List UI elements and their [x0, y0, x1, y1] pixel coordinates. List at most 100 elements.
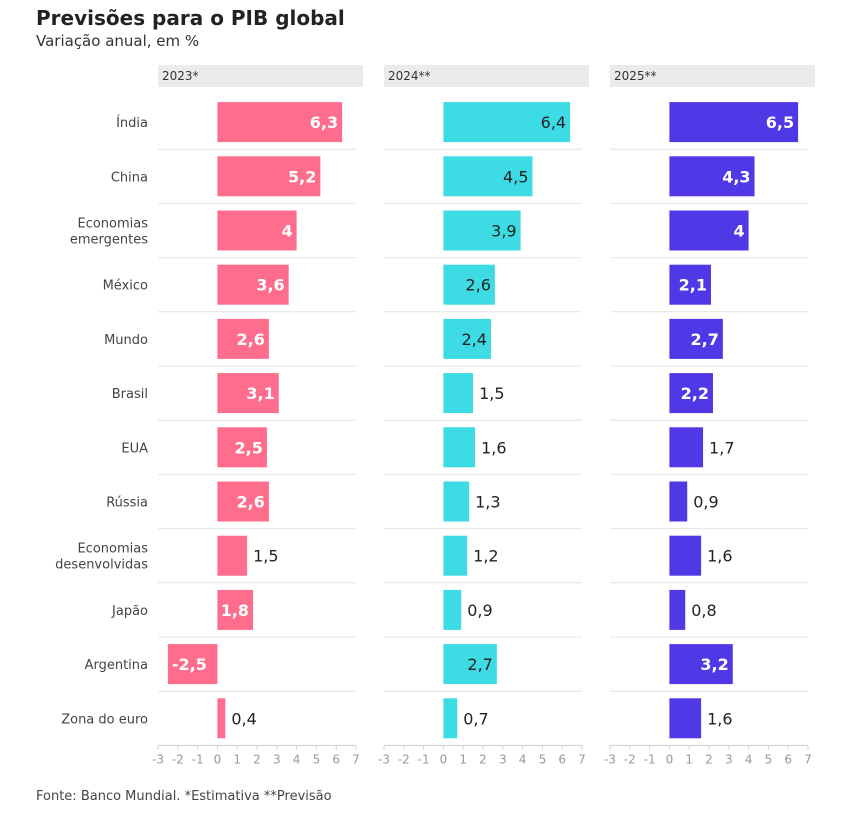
category-label: Economias: [77, 542, 148, 557]
data-label: 2,7: [691, 330, 719, 349]
bar: [443, 264, 495, 305]
x-tick-label: 3: [499, 752, 507, 766]
x-tick-label: 6: [784, 752, 792, 766]
data-label: 3,2: [700, 655, 728, 674]
x-tick-label: 1: [233, 752, 241, 766]
x-tick-label: 1: [459, 752, 467, 766]
chart-subtitle: Variação anual, em %: [36, 32, 200, 50]
bar: [217, 264, 289, 305]
x-tick-label: 0: [666, 752, 674, 766]
bar: [669, 264, 711, 305]
bar: [669, 589, 686, 630]
category-label: China: [111, 170, 148, 185]
bar: [443, 481, 470, 522]
facet-label: 2023*: [162, 69, 199, 83]
data-label: 1,6: [707, 547, 732, 566]
facet-label: 2024**: [388, 69, 431, 83]
data-label: 2,7: [467, 655, 492, 674]
bar: [443, 644, 497, 685]
x-tick-label: 2: [705, 752, 713, 766]
bar: [669, 102, 799, 143]
x-tick-label: -1: [644, 752, 656, 766]
data-label: 0,9: [693, 493, 718, 512]
bar: [669, 427, 704, 468]
x-tick-label: 2: [253, 752, 261, 766]
x-tick-label: -2: [398, 752, 410, 766]
data-label: 1,3: [475, 493, 500, 512]
data-label: 2,4: [461, 330, 486, 349]
category-label: desenvolvidas: [55, 558, 148, 573]
data-label: 4,3: [722, 167, 750, 186]
data-label: 6,4: [541, 113, 566, 132]
bar: [443, 318, 491, 359]
data-label: 1,2: [473, 547, 498, 566]
bar: [443, 427, 476, 468]
bar: [669, 210, 749, 251]
bar: [217, 589, 254, 630]
bar: [217, 698, 226, 739]
x-tick-label: 4: [745, 752, 753, 766]
facet-strip: [384, 65, 589, 87]
bar: [217, 318, 269, 359]
category-label: Rússia: [106, 496, 148, 511]
chart-title: Previsões para o PIB global: [36, 6, 345, 30]
data-label: 4,5: [503, 167, 528, 186]
category-label: México: [103, 279, 148, 294]
data-label: 2,6: [237, 330, 265, 349]
bar: [217, 102, 343, 143]
x-tick-label: 2: [479, 752, 487, 766]
bar: [443, 535, 468, 576]
category-label: EUA: [121, 441, 148, 456]
x-tick-label: -3: [604, 752, 616, 766]
category-label: Japão: [111, 604, 148, 619]
data-label: 0,9: [467, 601, 492, 620]
data-label: 2,6: [237, 493, 265, 512]
data-label: 1,6: [707, 709, 732, 728]
x-tick-label: 5: [539, 752, 547, 766]
bar: [217, 210, 297, 251]
x-tick-label: 4: [519, 752, 527, 766]
data-label: 3,1: [246, 384, 274, 403]
bar: [167, 644, 218, 685]
bar: [669, 698, 702, 739]
source-note: Fonte: Banco Mundial. *Estimativa **Prev…: [36, 789, 332, 804]
category-label: Economias: [77, 217, 148, 232]
facet-strip: [158, 65, 363, 87]
data-label: 1,6: [481, 438, 506, 457]
bar: [443, 373, 474, 414]
bar: [217, 535, 248, 576]
data-label: -2,5: [172, 655, 207, 674]
x-tick-label: 6: [558, 752, 566, 766]
bar: [669, 156, 755, 197]
x-tick-label: 1: [685, 752, 693, 766]
category-label: Mundo: [104, 333, 148, 348]
data-label: 4: [281, 222, 292, 241]
data-label: 5,2: [288, 167, 316, 186]
category-label: Brasil: [112, 387, 148, 402]
data-label: 2,1: [679, 276, 707, 295]
x-tick-label: 4: [293, 752, 301, 766]
data-label: 3,6: [256, 276, 284, 295]
data-label: 2,6: [465, 276, 490, 295]
data-label: 1,5: [253, 547, 278, 566]
data-label: 0,7: [463, 709, 488, 728]
x-tick-label: 3: [725, 752, 733, 766]
data-label: 3,9: [491, 222, 516, 241]
bar: [443, 210, 521, 251]
category-label: Argentina: [85, 658, 148, 673]
bar: [443, 156, 533, 197]
x-tick-label: -2: [172, 752, 184, 766]
data-label: 4: [733, 222, 744, 241]
data-label: 0,4: [231, 709, 256, 728]
bar: [443, 589, 462, 630]
bar: [669, 318, 723, 359]
x-tick-label: 7: [352, 752, 360, 766]
x-tick-label: 6: [332, 752, 340, 766]
data-label: 0,8: [691, 601, 716, 620]
x-tick-label: -1: [418, 752, 430, 766]
category-label: Zona do euro: [61, 712, 148, 727]
category-label: Índia: [116, 115, 148, 131]
x-tick-label: 7: [804, 752, 812, 766]
data-label: 1,8: [221, 601, 249, 620]
